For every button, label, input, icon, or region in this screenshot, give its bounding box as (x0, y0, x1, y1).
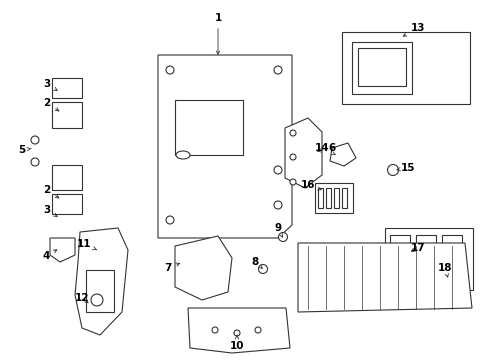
Text: 9: 9 (274, 223, 282, 237)
Text: 6: 6 (317, 143, 335, 153)
Circle shape (254, 327, 261, 333)
Polygon shape (187, 308, 289, 353)
Bar (384, 228, 472, 290)
Circle shape (273, 66, 282, 74)
Circle shape (165, 216, 174, 224)
Text: 17: 17 (410, 243, 425, 253)
Bar (441, 235, 461, 283)
Bar (333, 188, 338, 208)
Circle shape (212, 327, 218, 333)
Text: 2: 2 (43, 185, 59, 198)
Polygon shape (50, 238, 75, 262)
Polygon shape (52, 165, 82, 190)
Text: 16: 16 (300, 180, 321, 190)
Polygon shape (175, 236, 231, 300)
Text: 5: 5 (19, 145, 31, 155)
Text: 12: 12 (75, 293, 89, 303)
Bar (351, 42, 411, 94)
Polygon shape (297, 243, 471, 312)
Bar (357, 48, 405, 86)
Bar (175, 100, 243, 155)
Bar (389, 235, 409, 283)
Text: 10: 10 (229, 335, 244, 351)
Text: 2: 2 (43, 98, 59, 111)
Circle shape (91, 294, 103, 306)
Text: 7: 7 (164, 263, 179, 273)
Polygon shape (158, 55, 291, 238)
Circle shape (273, 201, 282, 209)
Circle shape (278, 233, 287, 242)
Circle shape (31, 136, 39, 144)
Bar (314, 183, 352, 213)
Circle shape (165, 66, 174, 74)
Text: 13: 13 (403, 23, 425, 36)
Circle shape (273, 166, 282, 174)
Text: 1: 1 (214, 13, 221, 54)
Text: 3: 3 (43, 205, 57, 216)
Circle shape (386, 165, 398, 176)
Polygon shape (75, 228, 128, 335)
Text: 15: 15 (396, 163, 414, 173)
Bar (341, 32, 469, 104)
Polygon shape (329, 143, 355, 166)
Text: 8: 8 (251, 257, 262, 269)
Bar (325, 188, 330, 208)
Circle shape (234, 330, 240, 336)
Bar (341, 188, 346, 208)
Text: 3: 3 (43, 79, 57, 90)
Text: 11: 11 (77, 239, 97, 250)
Polygon shape (285, 118, 321, 188)
Text: 18: 18 (437, 263, 451, 277)
Polygon shape (52, 78, 82, 98)
Circle shape (258, 265, 267, 274)
Text: 14: 14 (314, 143, 334, 154)
Circle shape (31, 158, 39, 166)
Polygon shape (52, 194, 82, 214)
Polygon shape (52, 102, 82, 128)
Circle shape (289, 179, 295, 185)
Circle shape (289, 154, 295, 160)
Bar (317, 188, 323, 208)
Text: 4: 4 (42, 250, 57, 261)
Ellipse shape (176, 151, 190, 159)
Circle shape (289, 130, 295, 136)
Bar (86, 270, 114, 312)
Bar (415, 235, 435, 283)
